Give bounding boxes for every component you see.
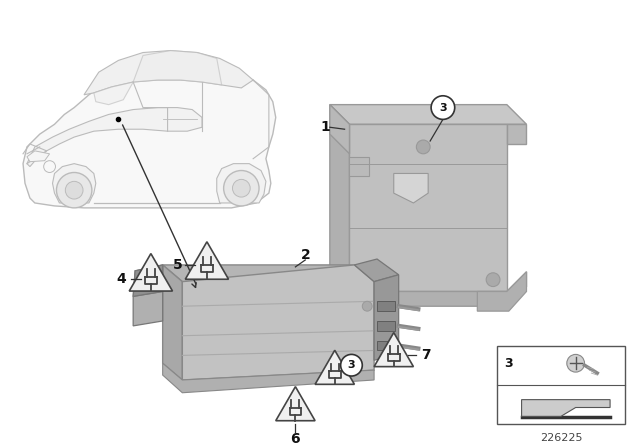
Polygon shape: [163, 265, 374, 282]
Polygon shape: [394, 173, 428, 203]
Circle shape: [417, 140, 430, 154]
Text: 226225: 226225: [540, 433, 582, 443]
Circle shape: [223, 171, 259, 206]
Text: 7: 7: [421, 349, 431, 362]
Polygon shape: [23, 65, 276, 208]
Circle shape: [232, 179, 250, 197]
Text: 3: 3: [348, 360, 355, 370]
Polygon shape: [217, 164, 266, 203]
Bar: [497, 345, 625, 424]
Polygon shape: [129, 254, 173, 291]
Polygon shape: [276, 387, 315, 421]
Polygon shape: [27, 151, 49, 162]
Circle shape: [486, 273, 500, 287]
Polygon shape: [163, 265, 182, 380]
Text: 5: 5: [173, 258, 182, 272]
Polygon shape: [186, 242, 228, 279]
Text: 2: 2: [300, 248, 310, 262]
Polygon shape: [330, 105, 349, 154]
Text: 3: 3: [504, 357, 513, 370]
Circle shape: [567, 354, 584, 372]
Polygon shape: [315, 350, 355, 384]
Polygon shape: [374, 332, 413, 366]
Polygon shape: [94, 82, 133, 105]
Text: 6: 6: [291, 432, 300, 446]
Circle shape: [44, 161, 56, 172]
Polygon shape: [522, 400, 610, 416]
Polygon shape: [349, 157, 369, 177]
Circle shape: [56, 172, 92, 208]
Polygon shape: [133, 51, 221, 85]
Bar: [377, 340, 395, 350]
Bar: [377, 302, 395, 311]
Circle shape: [65, 181, 83, 199]
Circle shape: [431, 96, 454, 119]
Polygon shape: [330, 105, 349, 292]
Text: 4: 4: [116, 271, 126, 286]
Polygon shape: [349, 292, 379, 316]
Text: 3: 3: [439, 103, 447, 112]
Polygon shape: [133, 292, 163, 326]
Polygon shape: [507, 124, 527, 144]
Circle shape: [340, 354, 362, 376]
Polygon shape: [52, 164, 96, 203]
Polygon shape: [163, 363, 374, 393]
Polygon shape: [349, 124, 507, 292]
Polygon shape: [133, 265, 163, 297]
Polygon shape: [133, 265, 163, 297]
Polygon shape: [349, 272, 527, 306]
Polygon shape: [355, 259, 399, 282]
Circle shape: [362, 302, 372, 311]
Polygon shape: [27, 108, 202, 167]
Text: 1: 1: [320, 120, 330, 134]
Polygon shape: [477, 272, 527, 311]
Polygon shape: [374, 275, 399, 360]
Polygon shape: [330, 105, 527, 124]
Bar: [377, 321, 395, 331]
Polygon shape: [182, 265, 374, 380]
Polygon shape: [84, 51, 253, 95]
